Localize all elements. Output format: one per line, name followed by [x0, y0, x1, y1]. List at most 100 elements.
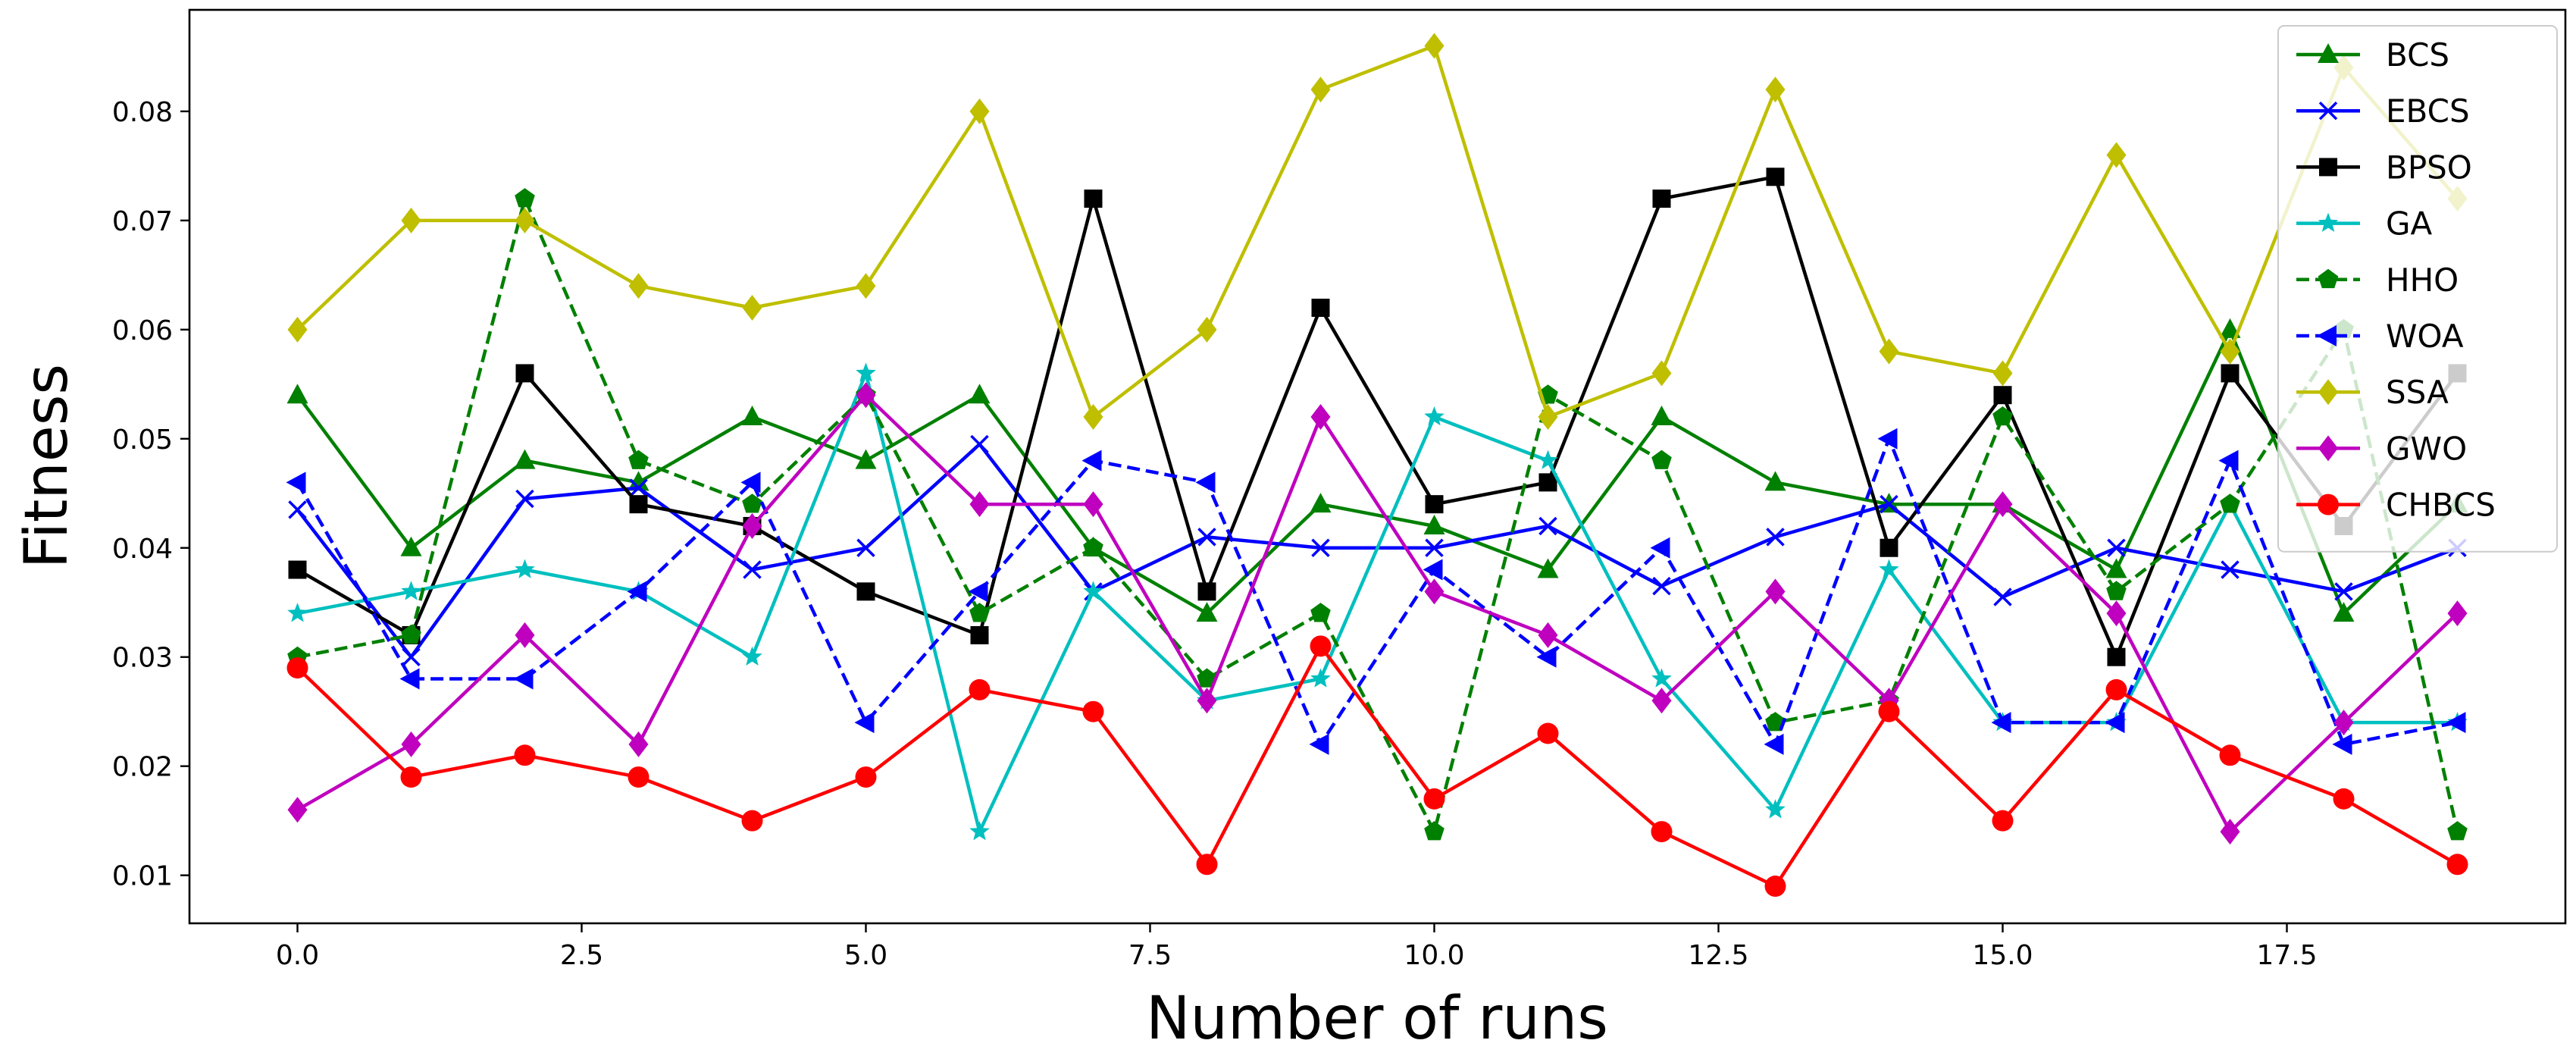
data-point-hho [2106, 581, 2127, 600]
x-ticks: 0.0 2.5 5.0 7.5 10.0 12.5 15.0 17.5 [276, 923, 2318, 971]
data-point-ssa [1197, 316, 1217, 343]
data-point-bcs [1423, 514, 1445, 534]
legend-marker-bcs [2318, 43, 2339, 63]
data-point-ebcs [1993, 587, 2012, 606]
data-point-gwo [969, 491, 990, 518]
data-point-gwo [401, 731, 421, 757]
series-woa [286, 428, 2466, 755]
data-point-hho [742, 493, 762, 513]
data-point-chbcs [628, 766, 649, 788]
data-point-bpso [629, 495, 648, 514]
data-point-woa [968, 581, 988, 603]
y-tick-label: 0.04 [112, 534, 173, 565]
legend-entry-woa: WOA [2296, 318, 2464, 355]
data-point-ga [287, 603, 308, 622]
data-point-woa [286, 472, 306, 493]
series-line-chbcs [296, 644, 2459, 888]
legend-label-ssa: SSA [2386, 374, 2449, 411]
data-point-ebcs [1425, 538, 1444, 557]
data-point-bcs [628, 471, 649, 491]
x-tick-label: 15.0 [1972, 940, 2033, 971]
data-point-hho [1310, 603, 1331, 622]
data-point-ga [856, 362, 876, 382]
data-point-chbcs [286, 657, 308, 679]
data-point-chbcs [1310, 635, 1332, 657]
data-point-woa [1081, 450, 1102, 472]
legend-entry-bcs: BCS [2296, 36, 2449, 74]
data-point-bpso [1538, 473, 1557, 492]
data-point-bcs [2105, 558, 2127, 578]
y-tick-label: 0.03 [112, 643, 173, 674]
data-point-gwo [628, 731, 649, 757]
data-point-chbcs [1537, 722, 1559, 744]
series-line-bcs [296, 327, 2459, 616]
data-point-ebcs [515, 489, 534, 509]
data-point-chbcs [2333, 788, 2355, 810]
data-point-bpso [2107, 647, 2126, 666]
data-point-ssa [2106, 142, 2127, 168]
plot-frame [188, 8, 2567, 925]
data-point-gwo [1538, 622, 1558, 648]
data-point-chbcs [1196, 854, 1218, 876]
y-tick-label: 0.07 [112, 206, 173, 237]
series-line-woa [296, 437, 2458, 747]
data-point-bpso [1197, 582, 1216, 601]
data-point-chbcs [2105, 678, 2127, 700]
legend: BCS EBCS BPSO GA HHO WOA SSA GWO CHBCS [2277, 25, 2558, 553]
data-point-woa [1309, 733, 1329, 755]
data-point-gwo [1083, 491, 1103, 518]
data-point-gwo [1197, 688, 1217, 714]
data-point-woa [740, 472, 761, 493]
data-point-bcs [1651, 405, 1673, 425]
data-point-hho [1651, 450, 1672, 469]
legend-marker-chbcs [2318, 493, 2339, 515]
x-tick-label: 2.5 [560, 940, 603, 971]
legend-label-chbcs: CHBCS [2386, 487, 2496, 524]
data-point-ga [1424, 406, 1445, 426]
data-point-ebcs [970, 434, 989, 454]
data-point-ssa [1765, 77, 1786, 103]
data-point-bcs [2219, 318, 2241, 338]
data-point-gwo [856, 382, 876, 409]
data-point-bpso [288, 560, 307, 579]
legend-marker-hho [2318, 268, 2339, 289]
data-point-ebcs [856, 538, 875, 557]
data-point-chbcs [400, 766, 422, 788]
x-tick-label: 17.5 [2256, 940, 2317, 971]
data-point-woa [1195, 472, 1216, 493]
data-point-ssa [742, 295, 762, 321]
legend-label-bcs: BCS [2386, 36, 2449, 74]
data-point-bcs [1196, 602, 1218, 622]
legend-label-woa: WOA [2386, 318, 2464, 355]
legend-marker-ga [2318, 212, 2339, 232]
data-point-chbcs [1423, 788, 1445, 810]
data-point-hho [2220, 493, 2240, 513]
data-point-ssa [1651, 360, 1672, 387]
data-point-gwo [1765, 578, 1786, 605]
data-point-ebcs [288, 500, 307, 519]
data-point-ga [1651, 668, 1672, 688]
data-point-bpso [1993, 386, 2012, 405]
x-tick-label: 5.0 [844, 940, 887, 971]
data-point-ga [1310, 668, 1331, 688]
data-point-ebcs [2107, 538, 2126, 557]
data-point-ga [1765, 799, 1786, 819]
data-point-ssa [287, 316, 308, 343]
data-point-bcs [741, 405, 763, 425]
data-point-gwo [742, 512, 762, 539]
data-point-ga [1083, 581, 1103, 600]
data-point-ssa [1083, 403, 1103, 430]
legend-marker-ebcs [2318, 101, 2338, 121]
legend-entry-hho: HHO [2296, 262, 2459, 299]
legend-marker-woa [2317, 325, 2337, 346]
data-point-gwo [1651, 688, 1672, 714]
data-point-chbcs [1651, 821, 1673, 843]
data-point-chbcs [514, 744, 536, 766]
x-tick-label: 10.0 [1404, 940, 1464, 971]
data-point-chbcs [1992, 810, 2014, 832]
legend-marker-bpso [2319, 158, 2337, 177]
legend-frame [2277, 25, 2558, 553]
y-tick-label: 0.05 [112, 425, 173, 456]
